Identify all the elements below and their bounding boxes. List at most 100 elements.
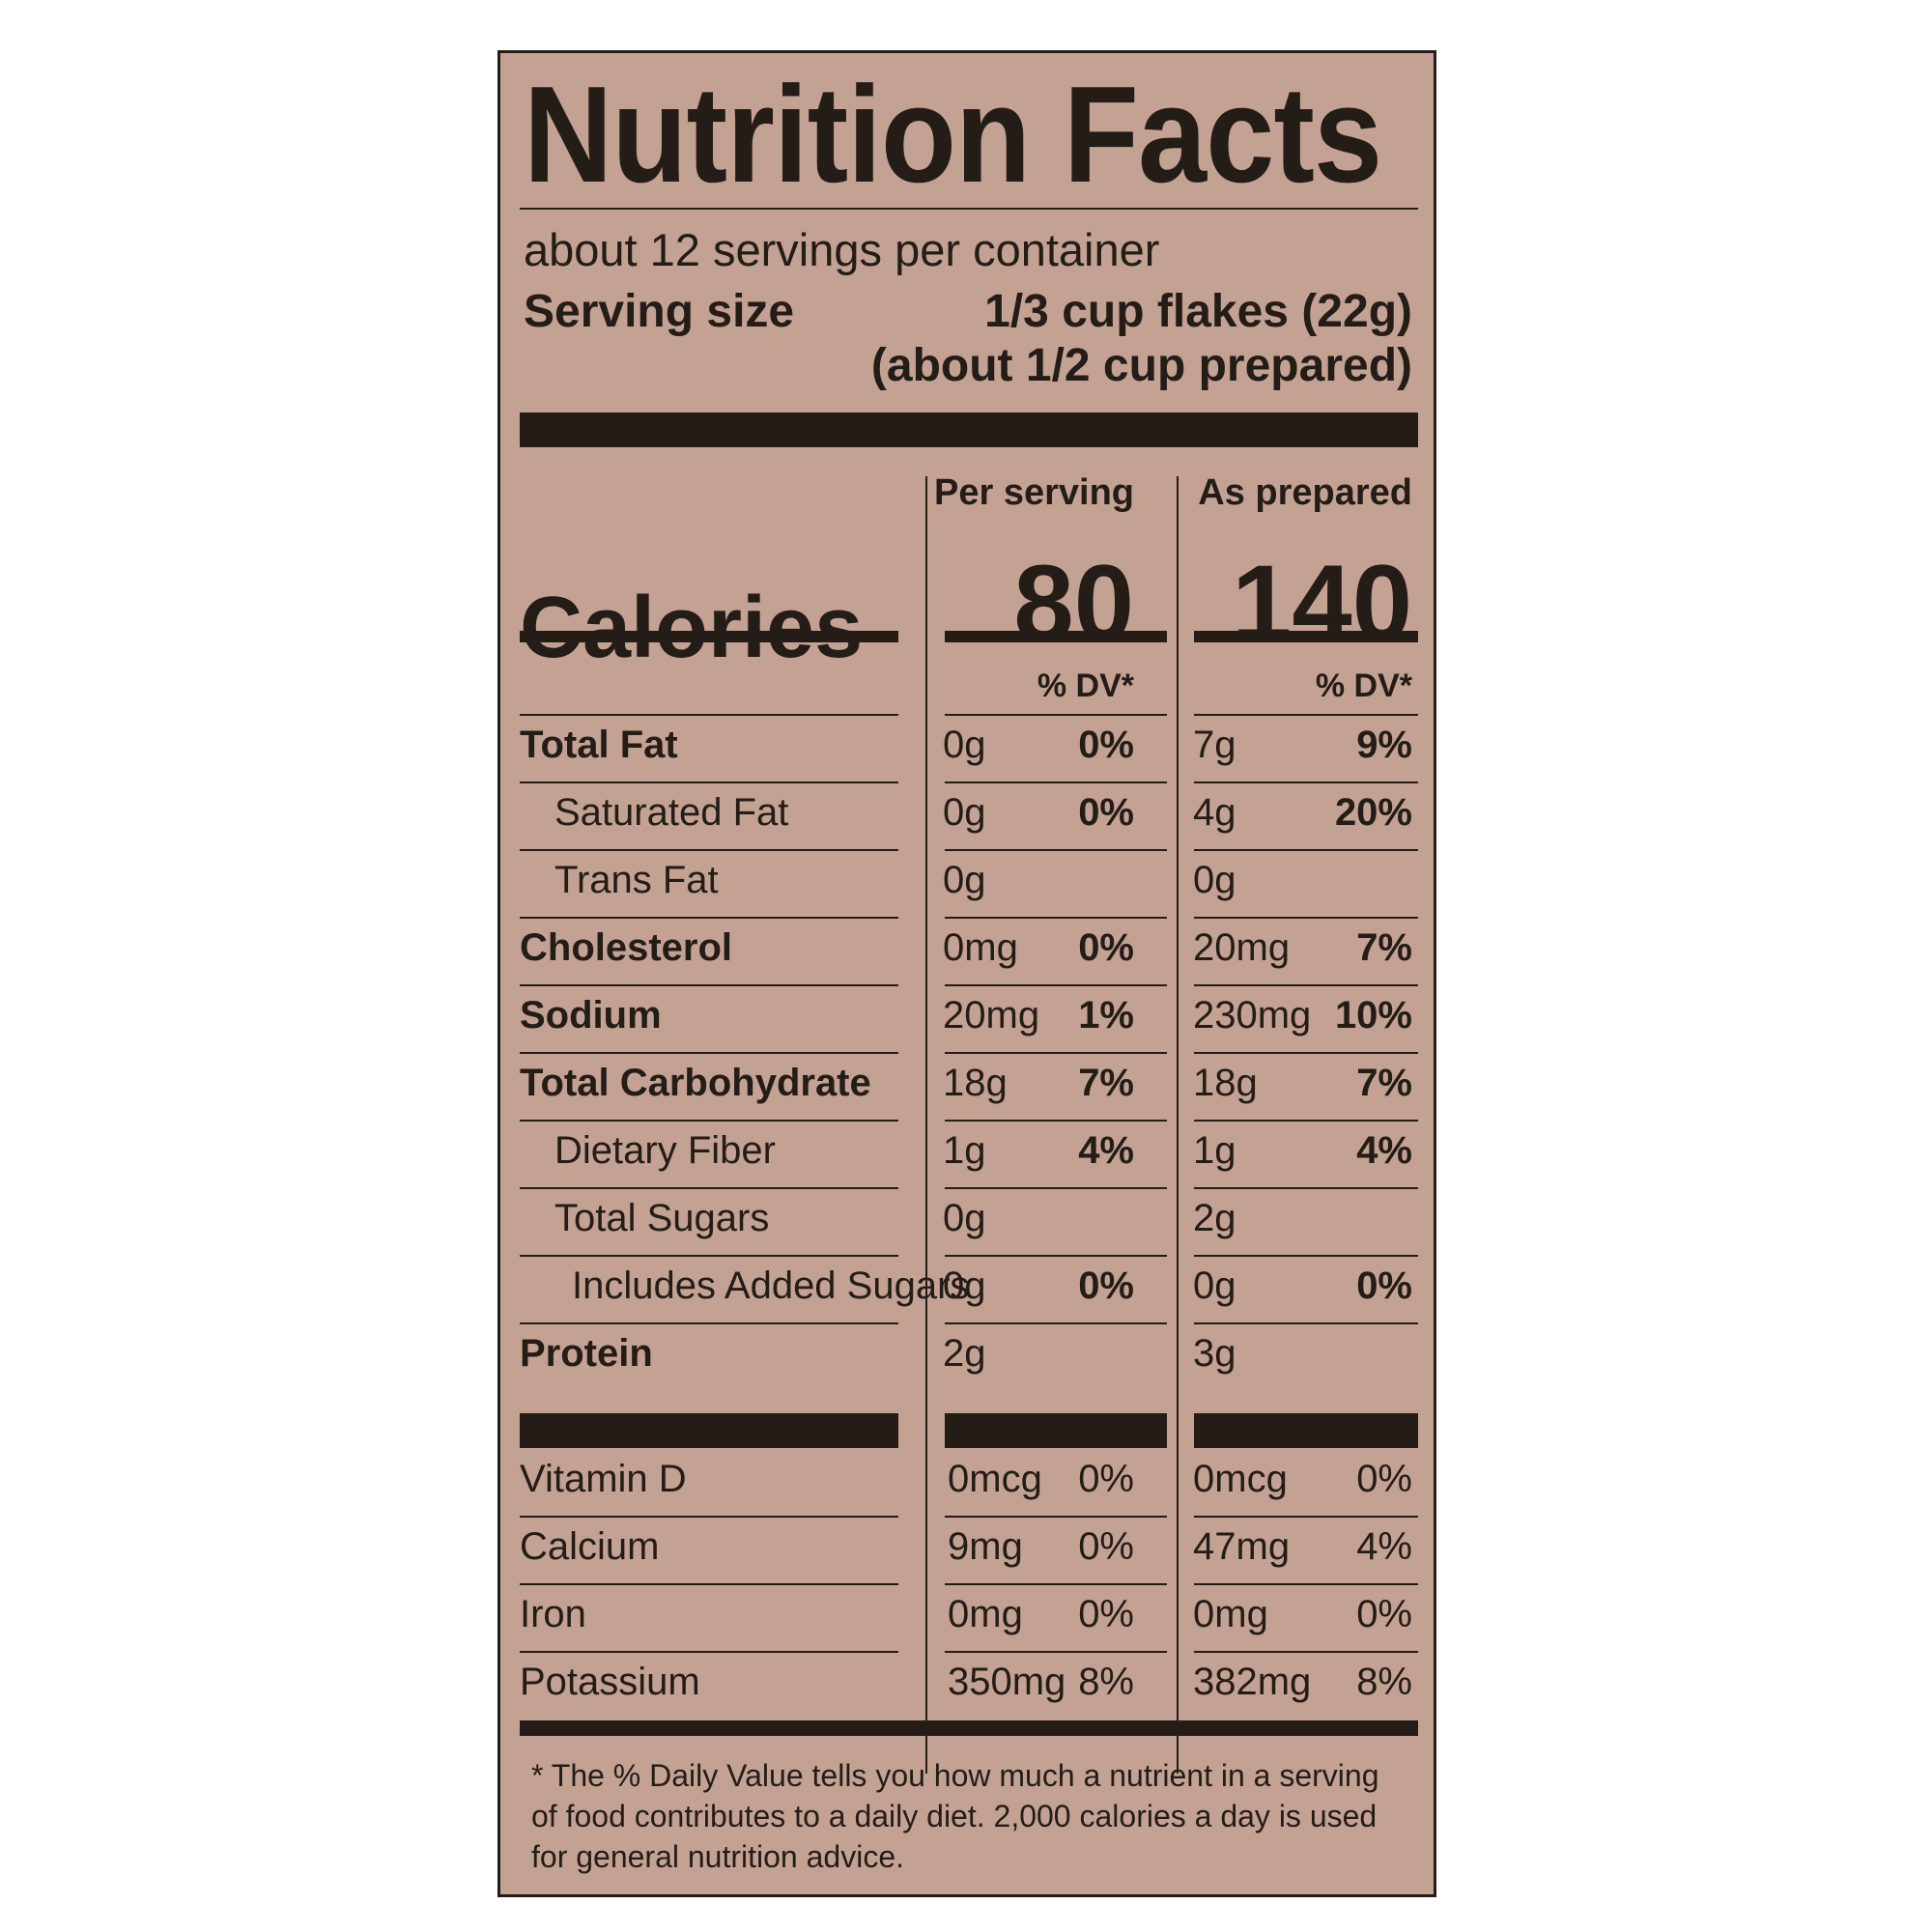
row-divider — [1194, 849, 1418, 851]
per-serving-dv: 0% — [1078, 724, 1134, 766]
title-divider — [520, 208, 1418, 210]
nutrient-label: Vitamin D — [520, 1458, 687, 1500]
as-prepared-dv: 0% — [1356, 1458, 1412, 1500]
row-divider — [520, 1255, 898, 1257]
per-serving-amount: 18g — [943, 1062, 1008, 1104]
row-divider — [1194, 781, 1418, 783]
row-divider — [520, 917, 898, 919]
calories-bar-1 — [520, 631, 898, 642]
row-divider — [1194, 1052, 1418, 1054]
row-divider — [945, 1255, 1167, 1257]
row-divider — [1194, 917, 1418, 919]
per-serving-amount: 0mg — [943, 926, 1018, 969]
as-prepared-dv: 4% — [1356, 1525, 1412, 1568]
per-serving-amount: 0g — [943, 1264, 986, 1307]
as-prepared-dv: 9% — [1356, 724, 1412, 766]
row-divider — [520, 1583, 898, 1585]
per-serving-amount: 20mg — [943, 994, 1040, 1037]
row-divider — [520, 1120, 898, 1122]
as-prepared-dv: 8% — [1356, 1661, 1412, 1703]
as-prepared-dv: 7% — [1356, 1062, 1412, 1104]
nutrient-label: Includes Added Sugars — [572, 1264, 970, 1307]
nutrient-label: Calcium — [520, 1525, 660, 1568]
row-divider — [520, 781, 898, 783]
row-divider — [945, 1120, 1167, 1122]
per-serving-amount: 350mg — [948, 1661, 1066, 1703]
per-serving-dv: 0% — [1078, 1264, 1134, 1307]
row-divider — [945, 1651, 1167, 1653]
nutrient-label: Total Sugars — [554, 1197, 770, 1239]
as-prepared-amount: 230mg — [1193, 994, 1312, 1037]
nutrient-label: Iron — [520, 1593, 586, 1635]
row-divider — [520, 1052, 898, 1054]
calories-bar-2 — [945, 631, 1167, 642]
row-divider — [945, 984, 1167, 986]
as-prepared-dv: 0% — [1356, 1593, 1412, 1635]
per-serving-amount: 9mg — [948, 1525, 1023, 1568]
serving-size-value: 1/3 cup flakes (22g) — [984, 286, 1412, 337]
row-divider — [1194, 984, 1418, 986]
as-prepared-amount: 3g — [1193, 1332, 1236, 1375]
row-divider — [945, 1052, 1167, 1054]
row-divider — [520, 1516, 898, 1518]
as-prepared-dv: 20% — [1334, 791, 1412, 834]
row-divider — [1194, 1187, 1418, 1189]
row-divider — [1194, 1583, 1418, 1585]
per-serving-dv: 4% — [1078, 1129, 1134, 1172]
serving-size-label: Serving size — [524, 286, 795, 337]
per-serving-amount: 2g — [943, 1332, 986, 1375]
nutrient-label: Total Fat — [520, 724, 678, 766]
nutrient-label: Protein — [520, 1332, 653, 1375]
row-divider — [945, 781, 1167, 783]
nutrient-label: Sodium — [520, 994, 662, 1037]
calories-label: Calories — [520, 580, 864, 676]
as-prepared-amount: 20mg — [1193, 926, 1291, 969]
per-serving-dv: 0% — [1078, 1593, 1134, 1635]
col-header-as-prepared: As prepared — [1198, 472, 1412, 513]
as-prepared-dv: 10% — [1334, 994, 1412, 1037]
row-divider — [520, 1651, 898, 1653]
as-prepared-amount: 0g — [1193, 1264, 1236, 1307]
row-divider — [520, 849, 898, 851]
thick-divider-bottom — [520, 1720, 1418, 1736]
nutrient-label: Potassium — [520, 1661, 700, 1703]
row-divider — [520, 984, 898, 986]
as-prepared-amount: 0g — [1193, 859, 1236, 901]
row-divider — [945, 917, 1167, 919]
row-divider — [945, 1516, 1167, 1518]
nutrient-label: Dietary Fiber — [554, 1129, 776, 1172]
dv-header-divider — [945, 714, 1167, 716]
thick-divider-top — [520, 412, 1418, 447]
servings-per-container: about 12 servings per container — [524, 224, 1160, 275]
as-prepared-amount: 18g — [1193, 1062, 1258, 1104]
column-divider-2 — [1177, 476, 1179, 1774]
calories-bar-3 — [1194, 631, 1418, 642]
footnote: * The % Daily Value tells you how much a… — [531, 1758, 1379, 1874]
as-prepared-amount: 1g — [1193, 1129, 1236, 1172]
column-divider-1 — [925, 476, 927, 1774]
per-serving-amount: 1g — [943, 1129, 986, 1172]
per-serving-dv: 0% — [1078, 926, 1134, 969]
nutrient-label: Saturated Fat — [554, 791, 789, 834]
row-divider — [945, 849, 1167, 851]
nutrient-label: Total Carbohydrate — [520, 1062, 871, 1104]
as-prepared-amount: 47mg — [1193, 1525, 1291, 1568]
as-prepared-dv: 0% — [1356, 1264, 1412, 1307]
row-divider — [945, 1322, 1167, 1324]
vitamin-bar-3 — [1194, 1413, 1418, 1448]
vitamin-bar-1 — [520, 1413, 898, 1448]
dv-header-divider — [520, 714, 898, 716]
per-serving-amount: 0g — [943, 791, 986, 834]
per-serving-amount: 0mcg — [948, 1458, 1042, 1500]
per-serving-dv: 7% — [1078, 1062, 1134, 1104]
per-serving-dv: 8% — [1078, 1661, 1134, 1703]
row-divider — [1194, 1255, 1418, 1257]
as-prepared-amount: 0mcg — [1193, 1458, 1288, 1500]
dv-header-as-prepared: % DV* — [1315, 668, 1412, 704]
as-prepared-amount: 7g — [1193, 724, 1236, 766]
as-prepared-dv: 7% — [1356, 926, 1412, 969]
nutrient-label: Cholesterol — [520, 926, 733, 969]
dv-header-divider — [1194, 714, 1418, 716]
vitamin-bar-2 — [945, 1413, 1167, 1448]
row-divider — [1194, 1516, 1418, 1518]
